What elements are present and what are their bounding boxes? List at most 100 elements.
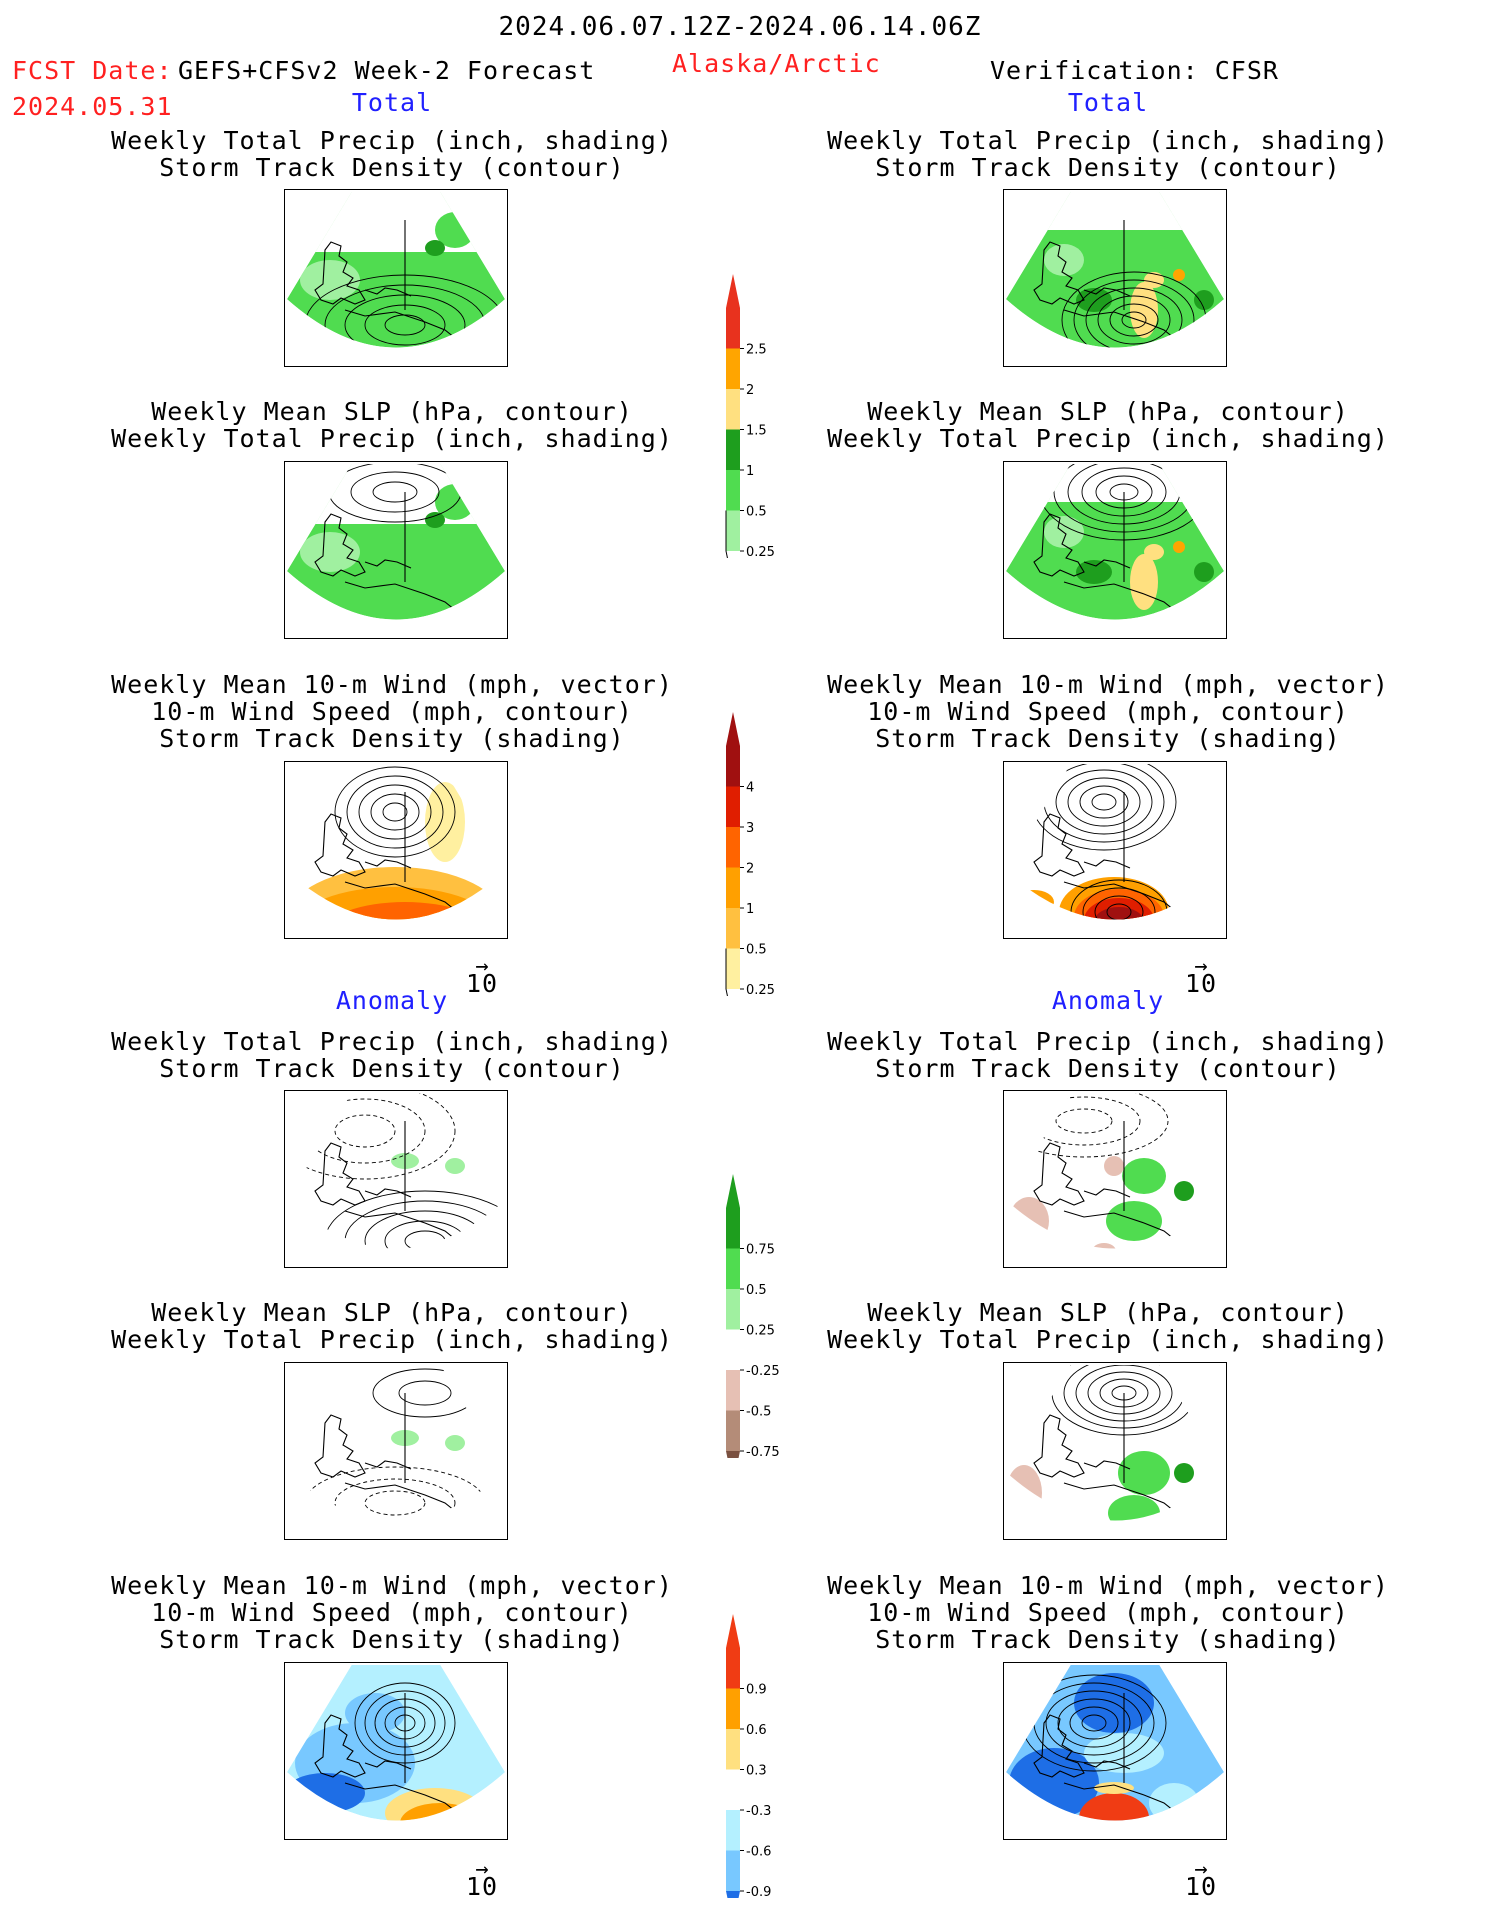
- contour-line: [382, 802, 408, 822]
- section-anomaly-left: Anomaly: [335, 986, 449, 1015]
- vector-ref-label: 10: [1184, 1872, 1218, 1901]
- contour-line: [1006, 1093, 1169, 1158]
- contour-line: [364, 1490, 426, 1516]
- fcst-date: 2024.05.31: [12, 92, 173, 121]
- colorbar-label: -0.5: [746, 1405, 771, 1420]
- colorbar-swatch: [726, 389, 740, 430]
- contour-line: [372, 481, 418, 503]
- colorbar-bottom-cap: [726, 1451, 740, 1458]
- shading-area: [345, 1693, 405, 1733]
- shading-area: [1092, 1243, 1116, 1249]
- vector-ref-label: 10: [1184, 969, 1218, 998]
- vector-ref-arrow-icon: →: [475, 1857, 489, 1882]
- colorbar-swatch: [726, 1688, 740, 1729]
- panel-title-l2: Weekly Mean SLP (hPa, contour) Weekly Tot…: [111, 397, 673, 453]
- contour-line: [334, 766, 456, 858]
- map-wind-storm-verification-total: [1003, 761, 1227, 939]
- colorbar-swatch: [726, 827, 740, 868]
- section-anomaly-right: Anomaly: [1051, 986, 1165, 1015]
- colorbar-swatch: [726, 786, 740, 827]
- contour-line: [1055, 1108, 1113, 1134]
- colorbar-storm-anomaly: 0.9 0.6 0.3 -0.3 -0.6 -0.9: [726, 1614, 771, 1898]
- colorbar-label: 1: [746, 464, 754, 479]
- shading-area: [1173, 269, 1185, 281]
- shading-area: [1104, 1156, 1124, 1176]
- panel-title-l1: Weekly Total Precip (inch, shading) Storm…: [111, 126, 673, 182]
- colorbar-label: 0.5: [746, 1283, 767, 1298]
- coastline: [314, 220, 492, 348]
- shading-area: [287, 1773, 365, 1813]
- shading-area: [425, 782, 465, 862]
- shading-area: [1084, 898, 1154, 920]
- fcst-model: GEFS+CFSv2 Week-2 Forecast: [178, 56, 596, 85]
- section-total-right: Total: [1067, 88, 1149, 117]
- vector-ref-label: 10: [465, 1872, 499, 1901]
- map-wind-storm-verification-anomaly: [1003, 1662, 1227, 1840]
- shading-area: [405, 917, 485, 920]
- colorbar-storm-total: 4 3 2 1 0.5 0.25: [725, 712, 775, 996]
- colorbar-swatch: [726, 1370, 740, 1411]
- fcst-date-label: FCST Date:: [12, 56, 173, 85]
- map-wind-storm-forecast-total: [284, 761, 508, 939]
- map-wind-storm-forecast-anomaly: [284, 1662, 508, 1840]
- coastline: [314, 792, 492, 920]
- section-total-left: Total: [351, 88, 433, 117]
- shading-area: [1094, 1782, 1134, 1794]
- colorbar-top-cap: [726, 1614, 740, 1648]
- colorbar-swatch: [726, 1289, 740, 1330]
- shading-area: [445, 1158, 465, 1174]
- colorbar-label: 1: [746, 902, 754, 917]
- coastline: [1033, 1121, 1211, 1249]
- colorbar-label: 4: [746, 781, 754, 796]
- panel-title-l4: Weekly Total Precip (inch, shading) Storm…: [111, 1027, 673, 1083]
- colorbar-swatch: [726, 1248, 740, 1289]
- colorbar-swatch: [726, 908, 740, 949]
- colorbar-label: 0.9: [746, 1683, 767, 1698]
- shading-area: [425, 240, 445, 256]
- coastline: [1033, 220, 1211, 348]
- panel-title-l3: Weekly Mean 10-m Wind (mph, vector) 10-m …: [111, 670, 673, 753]
- contour-line: [1057, 1698, 1131, 1748]
- colorbar-label: 2: [746, 862, 754, 877]
- map-slp-precip-verification-anomaly: [1003, 1362, 1227, 1540]
- coastline: [1033, 1393, 1211, 1521]
- colorbar-label: -0.9: [746, 1885, 771, 1898]
- colorbar-precip-total: 2.5 2 1.5 1 0.5 0.25: [725, 274, 775, 558]
- colorbar-swatch: [726, 867, 740, 908]
- colorbar-label: 0.5: [746, 505, 767, 520]
- shading-area: [1130, 554, 1158, 610]
- colorbar-label: -0.25: [746, 1364, 780, 1379]
- map-precip-storm-verification-total: [1003, 189, 1227, 367]
- colorbar-label: 3: [746, 821, 754, 836]
- colorbar-swatch: [726, 746, 740, 787]
- colorbar-swatch: [726, 1410, 740, 1451]
- colorbar-swatch: [726, 308, 740, 349]
- map-slp-precip-verification-total: [1003, 461, 1227, 639]
- colorbar-label: 0.25: [746, 1324, 775, 1339]
- panel-title-l6: Weekly Mean 10-m Wind (mph, vector) 10-m …: [111, 1571, 673, 1654]
- contour-line: [370, 793, 420, 831]
- colorbar-tail: [725, 510, 728, 558]
- map-slp-precip-forecast-anomaly: [284, 1362, 508, 1540]
- shading-area: [1106, 1201, 1162, 1241]
- contour-line: [1085, 287, 1183, 348]
- contour-line: [1027, 1096, 1141, 1146]
- map-precip-storm-forecast-anomaly: [284, 1090, 508, 1268]
- vector-ref-arrow-icon: →: [475, 954, 489, 979]
- coastline: [1033, 792, 1211, 920]
- colorbar-label: -0.3: [746, 1804, 771, 1819]
- shading-area: [425, 512, 445, 528]
- shading-area: [1094, 907, 1144, 920]
- shading-area: [1014, 890, 1054, 914]
- shading-area: [1118, 1451, 1170, 1495]
- shading-area: [1174, 1463, 1194, 1483]
- colorbar-tail: [725, 948, 728, 996]
- colorbar-label: 0.6: [746, 1723, 767, 1738]
- colorbar-top-cap: [726, 1174, 740, 1208]
- colorbar-label: 0.25: [746, 545, 775, 558]
- colorbar-swatch: [726, 1810, 740, 1851]
- contour-line: [287, 1093, 456, 1180]
- contour-line: [334, 1114, 396, 1148]
- period-title: 2024.06.07.12Z-2024.06.14.06Z: [498, 12, 982, 42]
- coastline: [1033, 492, 1211, 620]
